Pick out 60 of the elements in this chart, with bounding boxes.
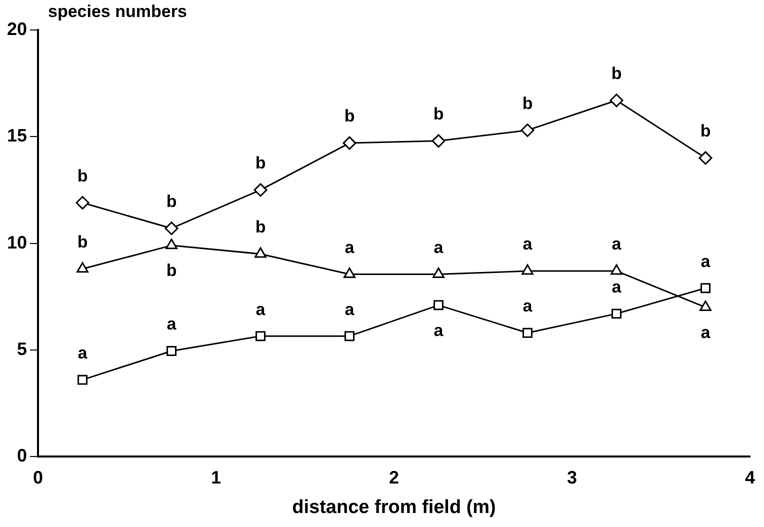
data-label: b — [77, 232, 88, 252]
x-tick-label: 1 — [211, 467, 222, 488]
point — [344, 267, 356, 278]
data-label: b — [433, 104, 444, 124]
x-tick-label: 2 — [389, 467, 400, 488]
data-label: a — [434, 320, 444, 340]
data-label: a — [256, 300, 266, 319]
data-label: b — [166, 261, 177, 280]
data-label: a — [612, 234, 622, 254]
data-label: b — [166, 192, 177, 212]
point — [164, 222, 178, 236]
x-axis-title: distance from field (m) — [292, 496, 496, 518]
y-tick-label: 20 — [6, 18, 28, 39]
y-tick-label: 0 — [17, 446, 28, 466]
point — [432, 267, 444, 278]
point — [612, 308, 622, 319]
point — [698, 151, 712, 165]
data-label: b — [700, 122, 711, 141]
data-label: a — [522, 234, 533, 254]
point — [166, 346, 177, 356]
point — [254, 247, 266, 258]
y-tick-label: 5 — [17, 338, 28, 359]
point — [344, 331, 355, 342]
point — [610, 264, 622, 275]
point — [78, 374, 88, 385]
point — [256, 331, 266, 342]
x-tick-label: 0 — [33, 467, 44, 488]
data-label: b — [522, 94, 533, 113]
point — [342, 136, 356, 150]
data-label: a — [78, 344, 88, 362]
point — [432, 134, 446, 148]
x-tick-label: 4 — [744, 467, 756, 488]
data-label: a — [434, 238, 444, 257]
data-label: b — [77, 166, 88, 186]
data-label: b — [255, 218, 266, 237]
y-tick-label: 10 — [6, 232, 28, 252]
point — [434, 300, 444, 310]
y-tick-label: 15 — [6, 126, 28, 146]
point — [522, 264, 534, 275]
point — [76, 262, 88, 273]
data-label: b — [344, 106, 355, 126]
data-label: a — [344, 300, 355, 319]
point — [610, 94, 624, 108]
data-label: b — [611, 64, 622, 84]
point — [700, 283, 710, 294]
point — [166, 238, 178, 250]
data-label: a — [612, 277, 622, 296]
point — [520, 124, 534, 137]
data-label: a — [344, 238, 355, 257]
data-label: a — [700, 322, 711, 342]
data-label: a — [700, 252, 711, 271]
point — [254, 183, 268, 197]
data-label: a — [522, 296, 533, 316]
point — [522, 328, 532, 338]
data-label: a — [166, 314, 177, 334]
data-label: b — [255, 154, 266, 173]
x-tick-label: 3 — [567, 467, 578, 488]
point — [700, 300, 712, 312]
point — [76, 196, 90, 210]
y-axis-title: species numbers — [48, 2, 187, 22]
